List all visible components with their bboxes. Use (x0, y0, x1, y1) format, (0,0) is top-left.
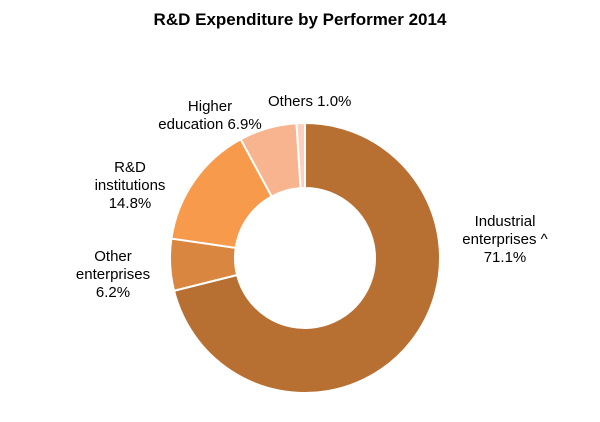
slice-label-value: 14.8% (108, 195, 152, 212)
slice-label-value: 71.1% (483, 249, 527, 266)
slice-label-line: Other (94, 248, 132, 265)
slice-label-higher-education: Higher education 6.9% (145, 98, 275, 134)
slice-label-line: enterprises ^ (462, 231, 548, 248)
slice-label-line: Higher (187, 98, 233, 115)
slice-label-rd-institutions: R&D institutions 14.8% (75, 159, 185, 213)
slice-label-others: Others 1.0% (268, 93, 383, 111)
chart-title: R&D Expenditure by Performer 2014 (153, 10, 447, 29)
slice-label-other-enterprises: Other enterprises 6.2% (58, 248, 168, 302)
slice-label-value: 6.2% (95, 284, 131, 301)
slice-label-line: education 6.9% (158, 116, 262, 133)
slice-label-line: institutions (94, 177, 166, 194)
slice-others (295, 121, 306, 190)
slice-industrial (172, 121, 441, 394)
slice-label-line: R&D (114, 159, 146, 176)
slice-label-line: Industrial (474, 213, 536, 230)
slice-label-line: enterprises (75, 266, 151, 283)
slice-label-industrial: Industrial enterprises ^ 71.1% (440, 213, 570, 267)
slice-label-line: Others 1.0% (268, 93, 352, 110)
